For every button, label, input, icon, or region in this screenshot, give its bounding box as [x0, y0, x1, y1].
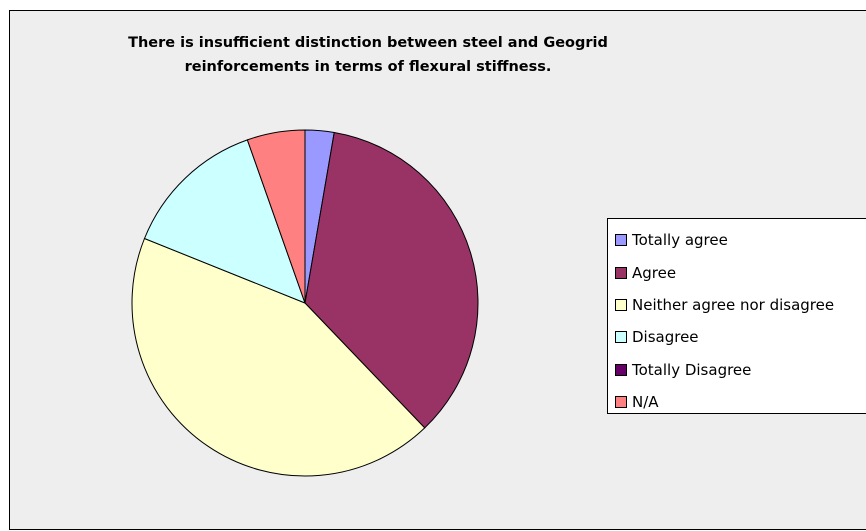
pie-slice [143, 139, 306, 304]
legend-swatch [615, 298, 627, 311]
legend-swatch [615, 396, 627, 409]
chart-title: There is insufficient distinction betwee… [10, 31, 726, 79]
chart-area: There is insufficient distinction betwee… [9, 10, 866, 530]
legend-swatch [615, 363, 627, 376]
legend-label: Agree [632, 263, 677, 282]
legend-item: N/A [608, 386, 866, 418]
legend-item: Neither agree nor disagree [608, 289, 866, 321]
legend-item: Totally Disagree [608, 354, 866, 386]
pie-chart [131, 129, 479, 477]
legend: Totally agree Agree Neither agree nor di… [607, 218, 866, 414]
pie-slice [246, 129, 306, 304]
legend-item: Agree [608, 256, 866, 288]
pie-slice [304, 131, 479, 429]
legend-label: N/A [632, 393, 659, 412]
chart-title-line-2: reinforcements in terms of flexural stif… [184, 59, 552, 75]
legend-item: Disagree [608, 321, 866, 353]
chart-title-line-1: There is insufficient distinction betwee… [128, 35, 608, 51]
legend-label: Disagree [632, 328, 699, 347]
legend-label: Neither agree nor disagree [632, 295, 835, 314]
legend-item: Totally agree [608, 224, 866, 256]
legend-label: Totally Disagree [632, 360, 752, 379]
legend-swatch [615, 266, 627, 279]
legend-swatch [615, 331, 627, 344]
legend-label: Totally agree [632, 231, 728, 250]
legend-swatch [615, 234, 627, 247]
pie-slice [131, 237, 426, 477]
